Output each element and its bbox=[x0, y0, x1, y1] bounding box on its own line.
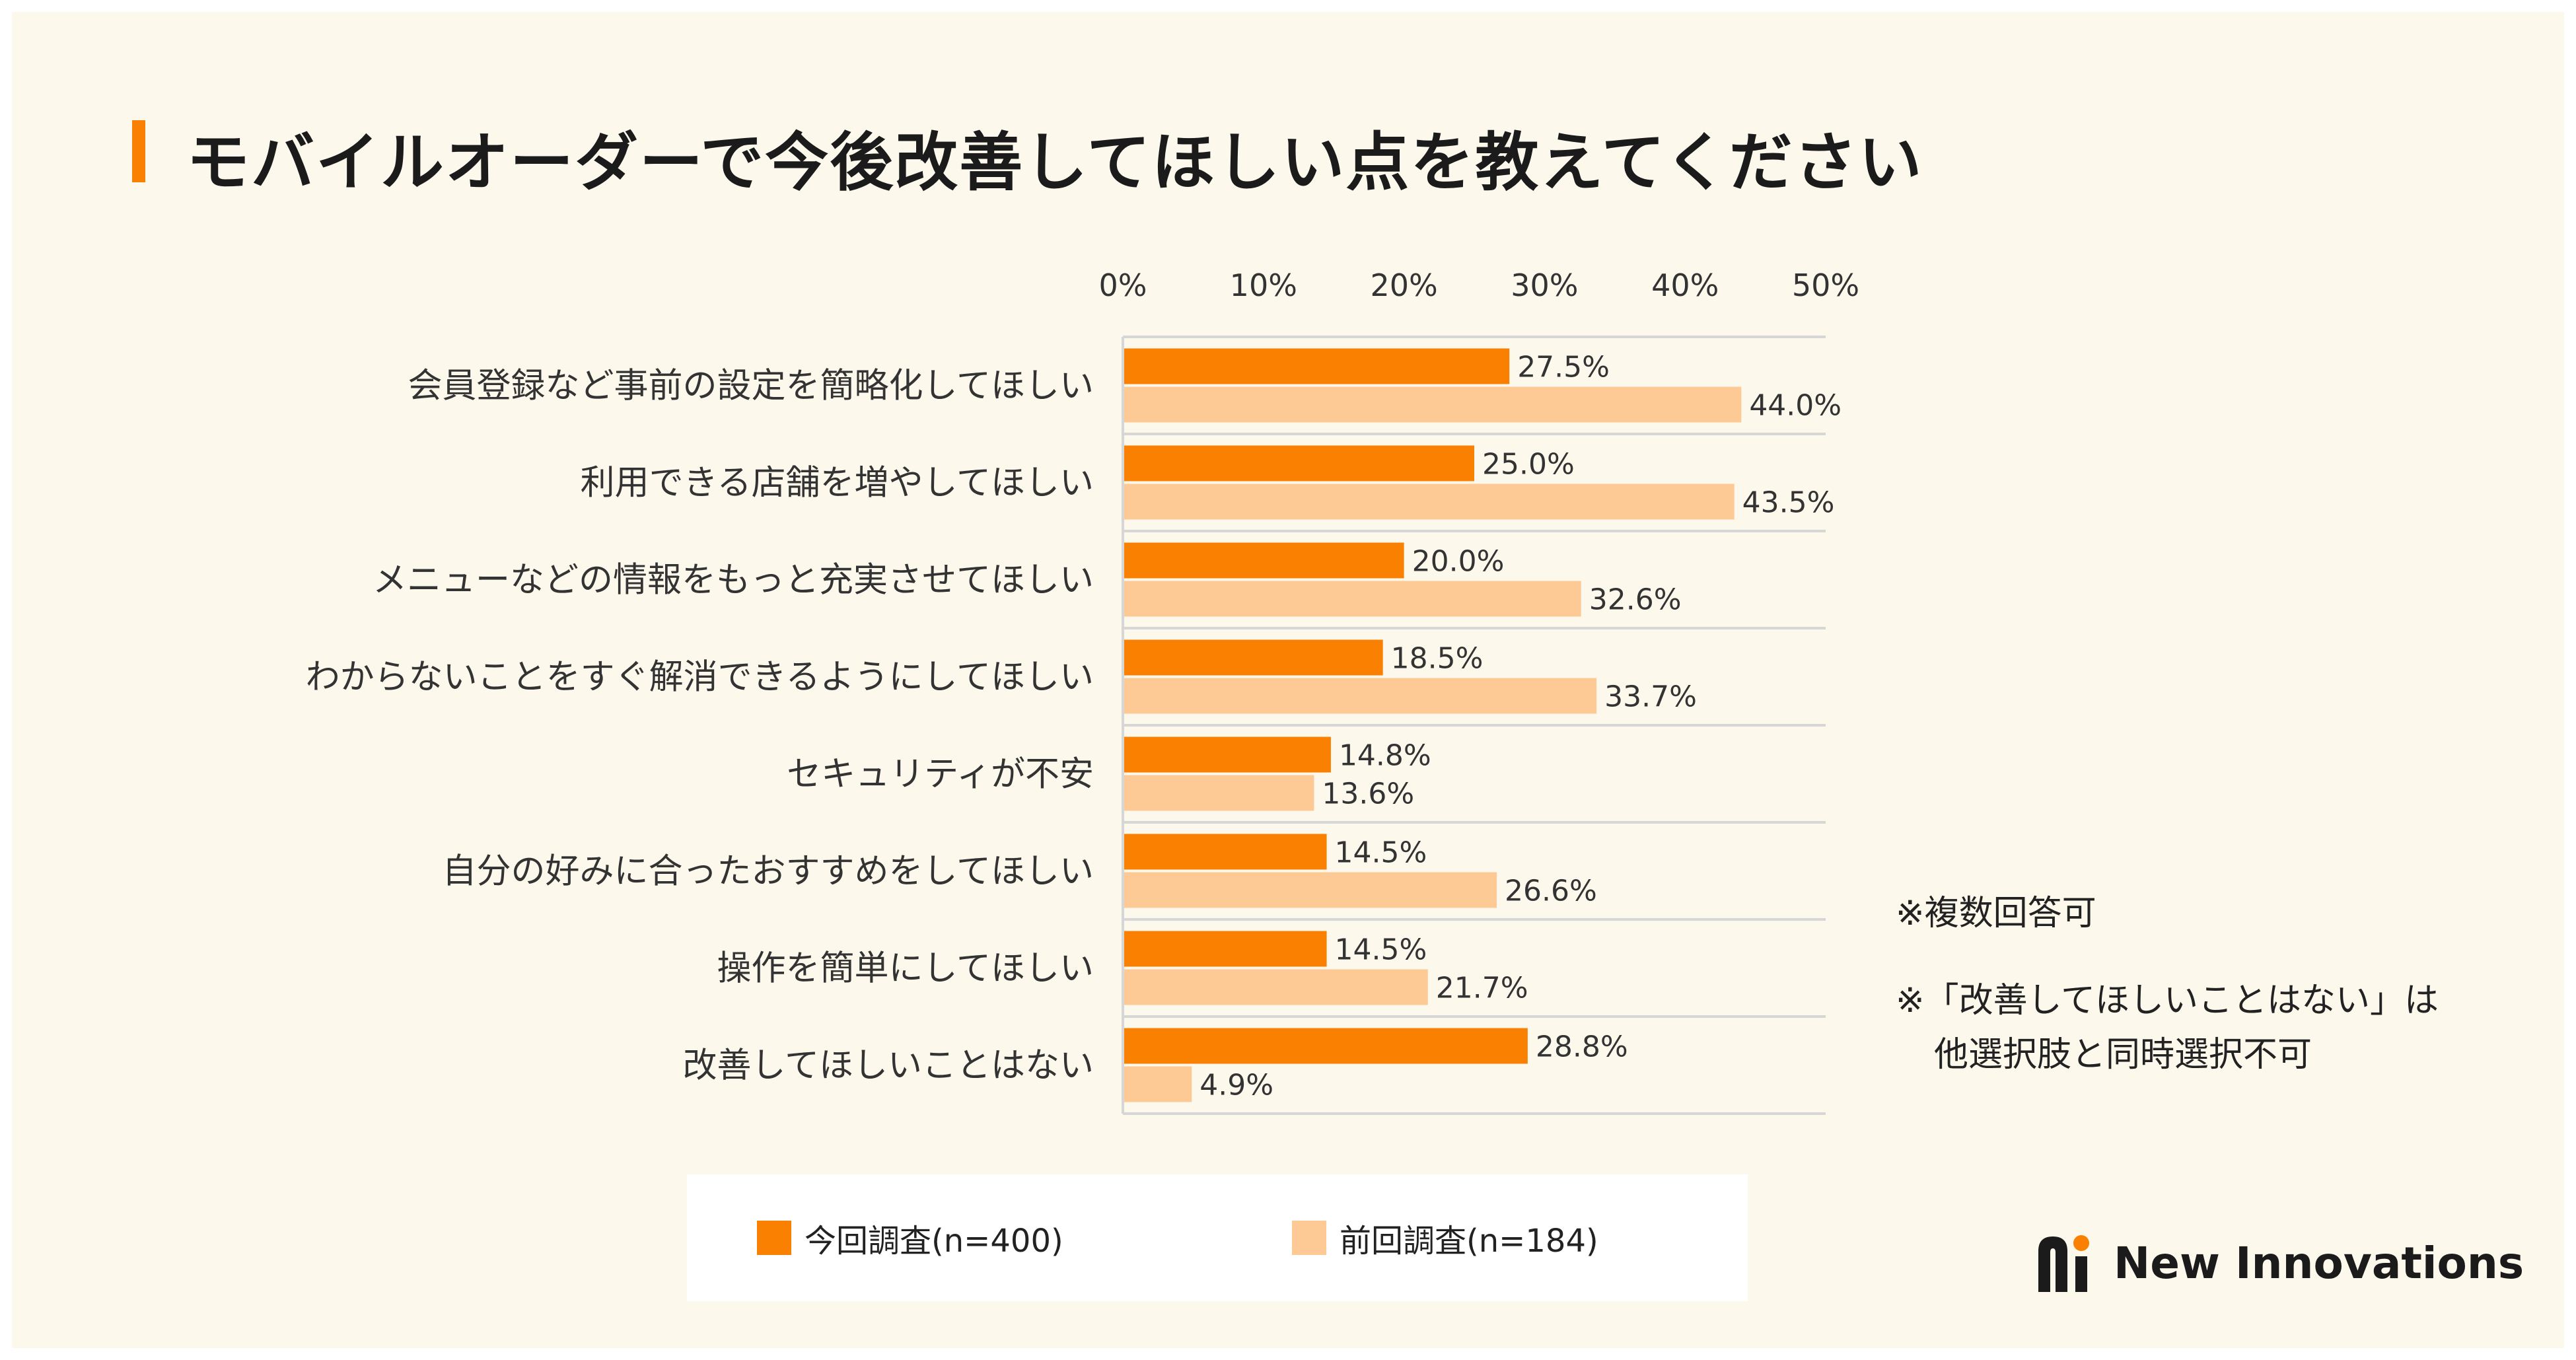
category-label: 会員登録など事前の設定を簡略化してほしい bbox=[408, 367, 1094, 406]
bar-current bbox=[1123, 348, 1510, 384]
bar-previous bbox=[1123, 969, 1428, 1005]
legend-item-current: 今回調査(n=400) bbox=[757, 1218, 1063, 1260]
bar-current bbox=[1123, 1028, 1528, 1064]
x-tick-label: 40% bbox=[1651, 268, 1719, 303]
x-tick-label: 30% bbox=[1511, 268, 1578, 303]
data-label: 32.6% bbox=[1589, 583, 1682, 617]
category-label: メニューなどの情報をもっと充実させてほしい bbox=[373, 561, 1094, 600]
data-label: 26.6% bbox=[1505, 875, 1597, 908]
bar-current bbox=[1123, 931, 1327, 967]
x-tick-label: 0% bbox=[1099, 268, 1147, 303]
bar-previous bbox=[1123, 386, 1742, 423]
bar-previous bbox=[1123, 1066, 1192, 1102]
legend-label-current: 今回調査(n=400) bbox=[805, 1223, 1063, 1260]
category-label: 操作を簡単にしてほしい bbox=[717, 949, 1094, 989]
bar-current bbox=[1123, 542, 1404, 579]
note-exclusive-option: ※「改善してほしいことはない」は bbox=[1896, 981, 2439, 1020]
data-label: 28.8% bbox=[1536, 1030, 1628, 1064]
note-exclusive-option-cont: 他選択肢と同時選択不可 bbox=[1934, 1035, 2312, 1075]
category-label: 自分の好みに合ったおすすめをしてほしい bbox=[443, 852, 1094, 892]
bar-current bbox=[1123, 736, 1331, 773]
data-label: 43.5% bbox=[1742, 486, 1835, 520]
data-label: 25.0% bbox=[1482, 448, 1575, 482]
bar-current bbox=[1123, 834, 1327, 870]
bar-previous bbox=[1123, 678, 1597, 714]
data-label: 20.0% bbox=[1412, 545, 1505, 579]
category-label: 利用できる店舗を増やしてほしい bbox=[581, 464, 1094, 503]
legend-label-previous: 前回調査(n=184) bbox=[1340, 1223, 1598, 1260]
bar-previous bbox=[1123, 872, 1497, 908]
data-label: 14.8% bbox=[1339, 739, 1431, 773]
bar-current bbox=[1123, 639, 1383, 676]
new-innovations-logo-icon bbox=[2038, 1235, 2089, 1292]
data-label: 33.7% bbox=[1604, 680, 1697, 714]
category-label: わからないことをすぐ解消できるようにしてほしい bbox=[306, 658, 1094, 698]
data-label: 27.5% bbox=[1517, 351, 1610, 384]
data-label: 18.5% bbox=[1391, 642, 1484, 676]
brand: New Innovations bbox=[2034, 1231, 2524, 1295]
legend-swatch-previous bbox=[1292, 1221, 1326, 1255]
legend-swatch-current bbox=[757, 1221, 791, 1255]
note-multiple-answers: ※複数回答可 bbox=[1896, 894, 2096, 933]
category-label: 改善してほしいことはない bbox=[683, 1046, 1094, 1086]
x-tick-label: 10% bbox=[1230, 268, 1297, 303]
category-label: セキュリティが不安 bbox=[787, 755, 1094, 795]
data-label: 14.5% bbox=[1335, 836, 1427, 870]
x-tick-label: 20% bbox=[1370, 268, 1437, 303]
data-label: 14.5% bbox=[1335, 933, 1427, 967]
data-label: 44.0% bbox=[1749, 389, 1842, 423]
data-label: 13.6% bbox=[1322, 777, 1414, 811]
bar-previous bbox=[1123, 775, 1314, 811]
brand-name: New Innovations bbox=[2114, 1237, 2524, 1289]
title-accent-bar bbox=[132, 120, 145, 182]
data-label: 4.9% bbox=[1199, 1069, 1273, 1102]
data-label: 21.7% bbox=[1436, 972, 1528, 1005]
bar-current bbox=[1123, 445, 1474, 482]
bar-previous bbox=[1123, 483, 1735, 520]
chart-title: モバイルオーダーで今後改善してほしい点を教えてください bbox=[186, 125, 1923, 199]
x-tick-label: 50% bbox=[1792, 268, 1859, 303]
bar-previous bbox=[1123, 581, 1581, 617]
legend-item-previous: 前回調査(n=184) bbox=[1292, 1218, 1598, 1260]
chart-legend: 今回調査(n=400) 前回調査(n=184) bbox=[687, 1174, 1748, 1301]
